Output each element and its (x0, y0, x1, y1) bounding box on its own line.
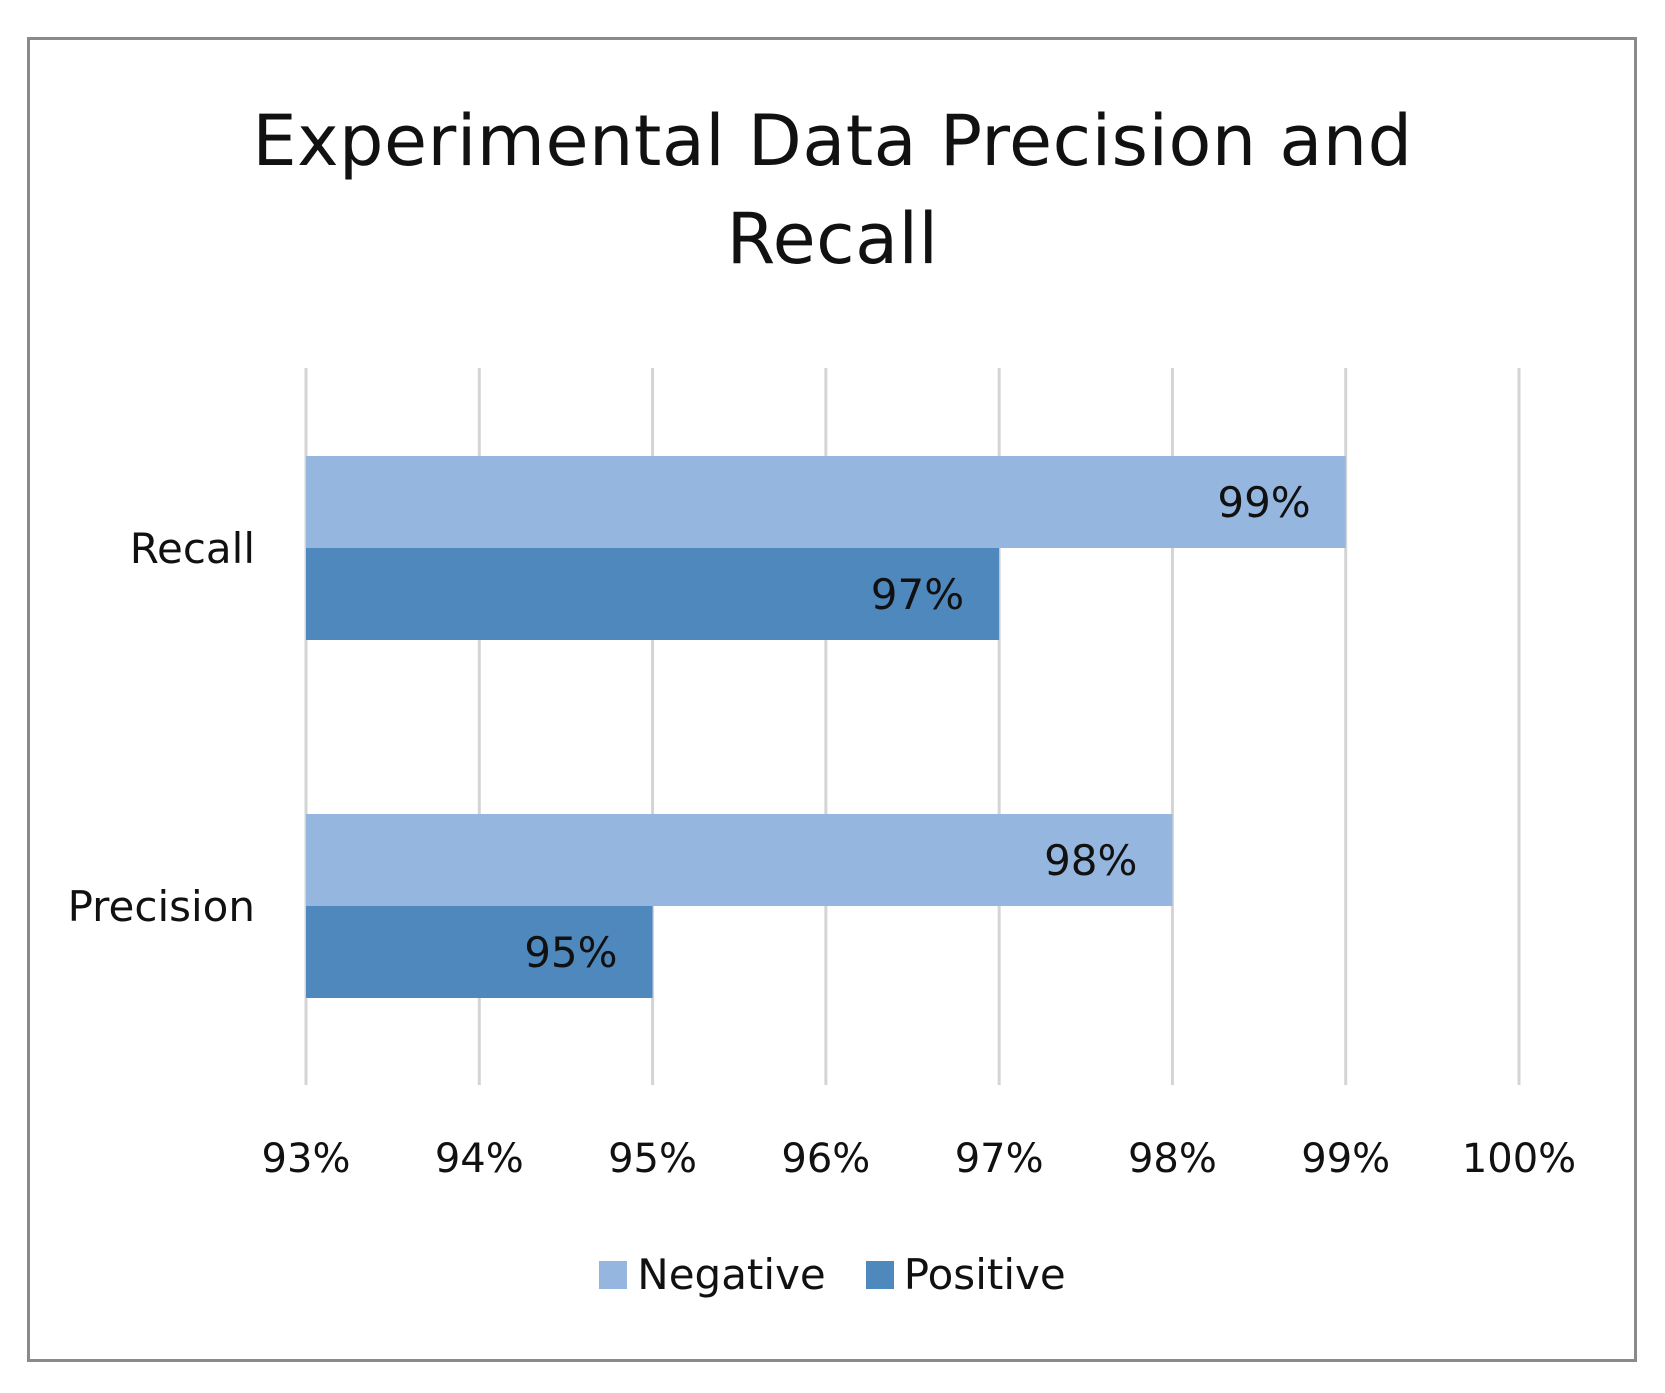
bar-precision-negative (306, 814, 1173, 906)
category-label-recall: Recall (130, 524, 255, 573)
x-tick-label-98: 98% (1128, 1136, 1217, 1182)
legend-swatch-negative (599, 1260, 628, 1289)
chart-title: Experimental Data Precision and Recall (0, 92, 1665, 288)
category-label-precision: Precision (68, 882, 255, 931)
x-tick-label-100: 100% (1462, 1136, 1576, 1182)
bar-recall-negative (306, 456, 1346, 548)
data-label-recall-positive: 97% (871, 570, 964, 619)
chart-title-line-1: Experimental Data Precision and (252, 100, 1413, 182)
x-tick-label-95: 95% (608, 1136, 697, 1182)
data-label-precision-negative: 98% (1044, 836, 1137, 885)
x-tick-label-99: 99% (1301, 1136, 1390, 1182)
legend-item-positive: Positive (865, 1250, 1066, 1299)
chart-legend: Negative Positive (0, 1250, 1665, 1299)
x-tick-label-97: 97% (955, 1136, 1044, 1182)
x-tick-label-96: 96% (781, 1136, 870, 1182)
bar-recall-positive (306, 548, 1000, 640)
data-label-precision-positive: 95% (524, 928, 617, 977)
legend-label-negative: Negative (637, 1250, 826, 1299)
legend-swatch-positive (865, 1260, 894, 1289)
chart-title-line-2: Recall (726, 198, 939, 280)
chart-frame (27, 37, 1637, 1362)
x-tick-label-94: 94% (435, 1136, 524, 1182)
legend-item-negative: Negative (599, 1250, 826, 1299)
x-tick-label-93: 93% (262, 1136, 351, 1182)
data-label-recall-negative: 99% (1217, 478, 1310, 527)
legend-label-positive: Positive (903, 1250, 1066, 1299)
bar-precision-positive (306, 906, 653, 998)
